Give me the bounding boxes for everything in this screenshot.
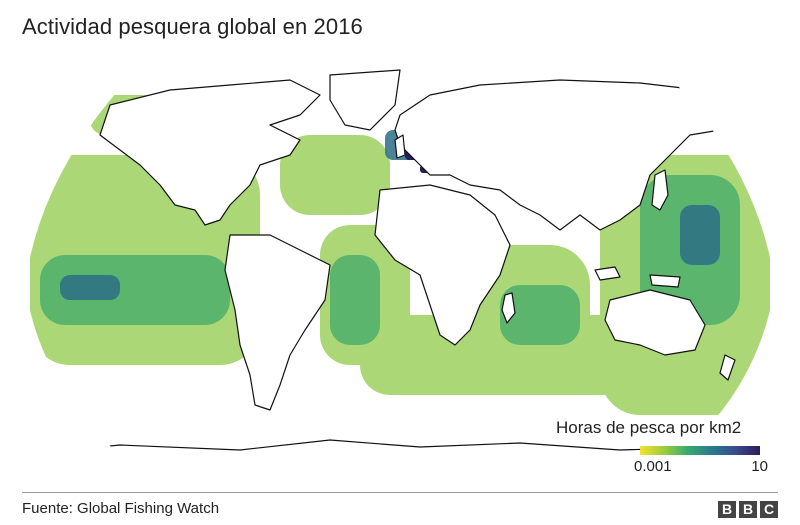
australia: [604, 289, 706, 356]
legend-ticks: 0.001 10: [634, 455, 768, 475]
legend: Horas de pesca por km2 0.001 10: [556, 418, 768, 475]
antarctica: [25, 439, 775, 470]
uk: [394, 134, 406, 159]
legend-title: Horas de pesca por km2: [556, 418, 742, 437]
bbc-logo: B B C: [718, 501, 778, 518]
footer-divider: [22, 492, 778, 493]
eurasia: [394, 79, 741, 231]
south-america: [224, 234, 331, 411]
japan: [651, 169, 669, 211]
africa: [374, 184, 511, 346]
continents: [25, 69, 775, 470]
legend-max-label: 10: [751, 458, 768, 475]
new-zealand: [719, 354, 736, 381]
legend-color-bar: [640, 446, 760, 455]
world-map: [0, 55, 800, 475]
bbc-logo-letter: B: [718, 501, 736, 518]
north-america: [99, 79, 321, 226]
legend-min-label: 0.001: [634, 458, 672, 475]
bbc-logo-letter: C: [760, 501, 778, 518]
chart-title: Actividad pesquera global en 2016: [22, 14, 363, 39]
greenland: [329, 69, 401, 131]
bbc-logo-letter: B: [739, 501, 757, 518]
new-guinea: [649, 274, 681, 288]
indonesia: [594, 266, 621, 281]
source-credit: Fuente: Global Fishing Watch: [22, 500, 220, 517]
madagascar: [501, 292, 516, 324]
